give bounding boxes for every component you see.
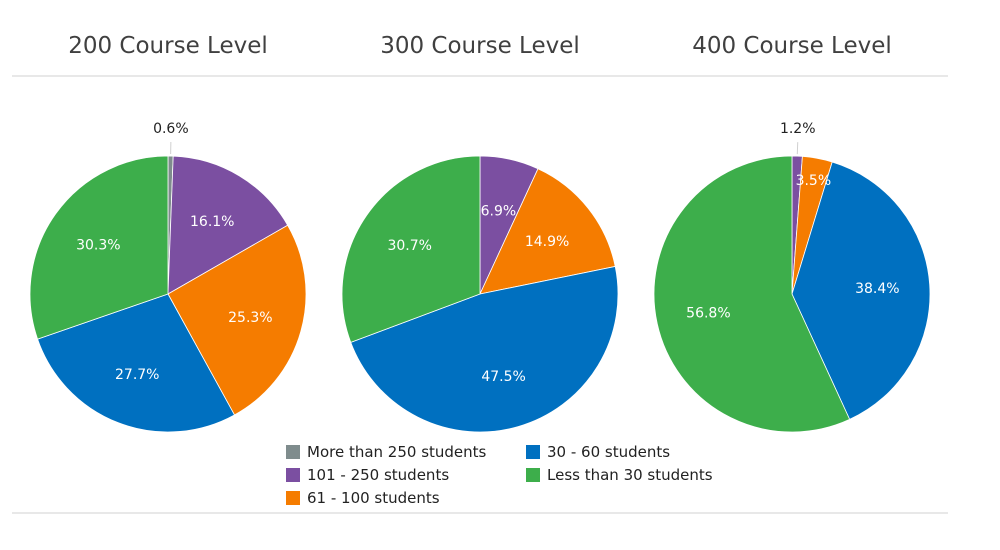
legend-label: 61 - 100 students (307, 488, 440, 507)
pie-slice[interactable] (29, 155, 169, 340)
slice-data-label: 0.6% (153, 121, 189, 137)
pie-chart: 400 Course Level 1.2% 3.5% 38.4% 56.8% (653, 33, 931, 433)
slice-data-label: 30.7% (387, 238, 431, 254)
legend-swatch (286, 444, 300, 459)
slice-data-label: 6.9% (481, 203, 517, 219)
legend-label: Less than 30 students (547, 465, 713, 484)
legend-item[interactable]: 30 - 60 students (526, 442, 726, 461)
legend-swatch (526, 444, 540, 459)
pie-slice[interactable] (37, 293, 236, 433)
slice-data-label: 56.8% (686, 305, 730, 321)
slice-data-label: 3.5% (796, 173, 832, 189)
slice-data-label: 25.3% (228, 310, 272, 326)
legend-label: 101 - 250 students (307, 465, 450, 484)
legend-item[interactable]: 61 - 100 students (286, 488, 526, 507)
legend-swatch (286, 490, 300, 505)
pie-slice[interactable] (791, 161, 931, 420)
legend-item[interactable]: 101 - 250 students (286, 465, 526, 484)
slice-data-label: 30.3% (76, 237, 120, 253)
pie-slice[interactable] (479, 168, 616, 295)
legend-swatch (526, 467, 540, 482)
slice-data-label: 38.4% (855, 281, 899, 297)
pie-chart: 300 Course Level 6.9% 14.9% 47.5% 30.7% (341, 33, 619, 433)
pie-slice[interactable] (167, 224, 307, 416)
chart-title: 400 Course Level (692, 33, 892, 59)
slice-data-label: 14.9% (525, 234, 569, 250)
slice-data-label: 16.1% (190, 214, 234, 230)
legend-label: 30 - 60 students (547, 442, 671, 461)
pie-slice[interactable] (350, 265, 619, 433)
chart-title: 200 Course Level (68, 33, 268, 59)
pie-slice[interactable] (341, 155, 481, 343)
pie-chart: 200 Course Level 0.6% 16.1% 25.3% 27.7% 30.3% (29, 33, 307, 433)
chart-title: 300 Course Level (380, 33, 580, 59)
legend: More than 250 students 30 - 60 students … (286, 442, 746, 507)
slice-data-label: 47.5% (481, 369, 525, 385)
legend-swatch (286, 467, 300, 482)
legend-label: More than 250 students (307, 442, 487, 461)
legend-item[interactable]: More than 250 students (286, 442, 526, 461)
pie-slice[interactable] (167, 155, 289, 295)
slice-data-label: 1.2% (780, 121, 816, 137)
legend-item[interactable]: Less than 30 students (526, 465, 726, 484)
slice-data-label: 27.7% (115, 367, 159, 383)
pie-slice[interactable] (653, 155, 851, 433)
